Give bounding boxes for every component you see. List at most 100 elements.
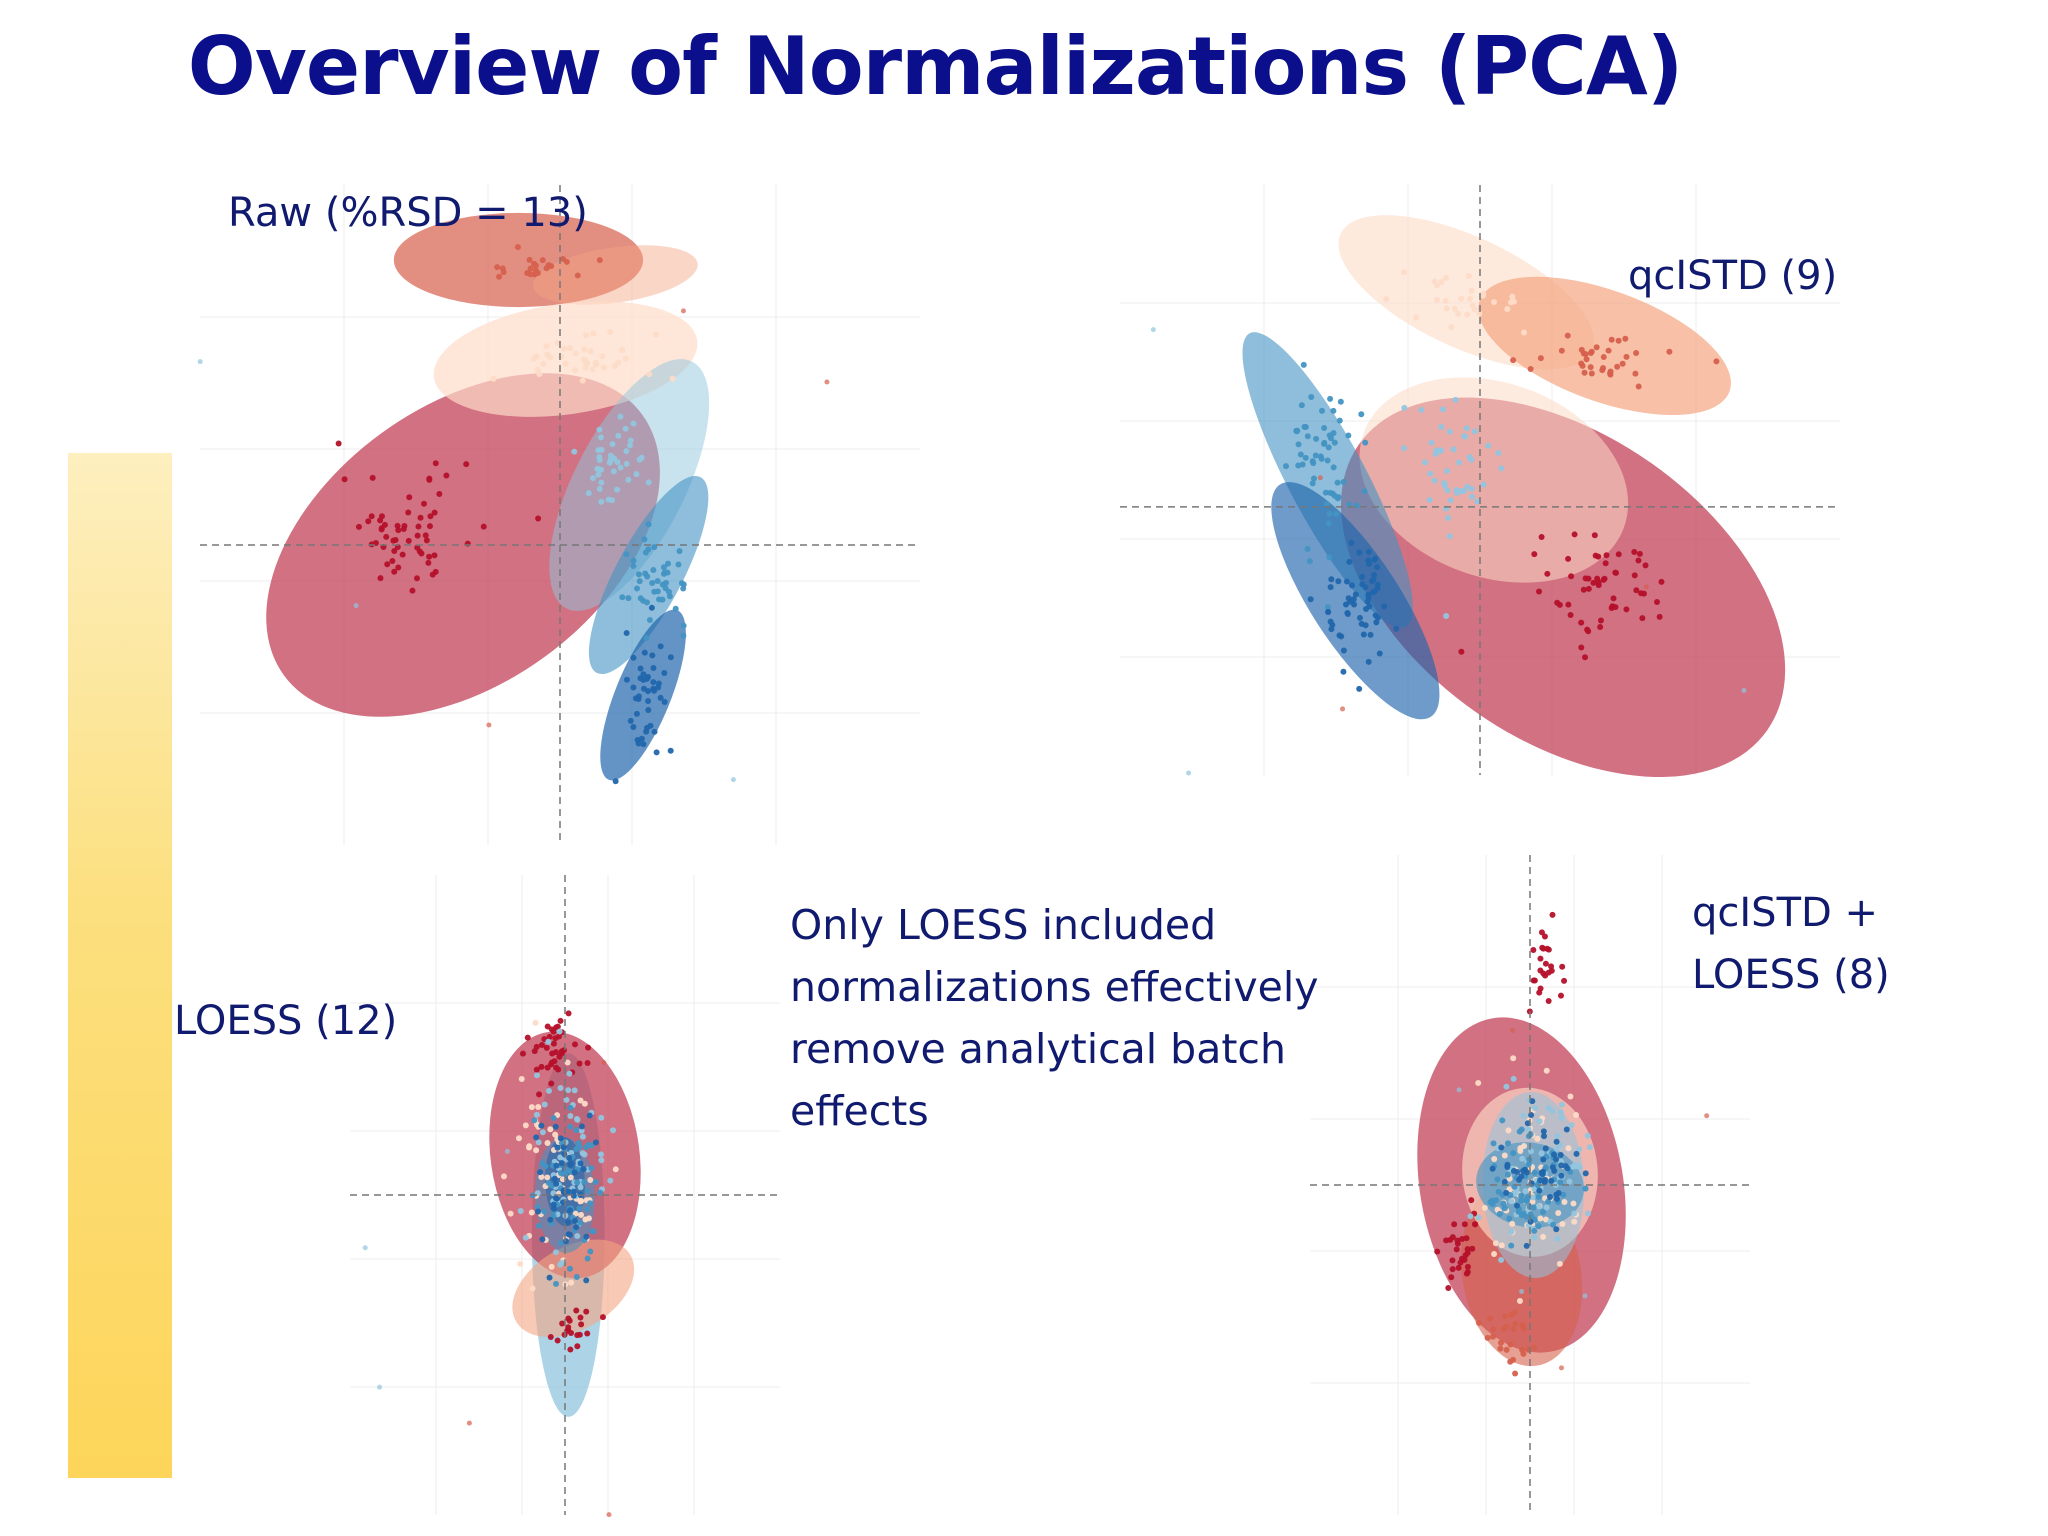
scatter-point [1333,510,1340,517]
scatter-point [541,1208,548,1215]
accent-bar [68,453,172,1478]
scatter-point [1537,1177,1544,1184]
scatter-point [1374,581,1381,588]
scatter-point [1343,578,1350,585]
scatter-point [1373,564,1380,571]
scatter-point [680,622,687,629]
scatter-point [626,442,633,449]
scatter-point [1349,582,1356,589]
scatter-point [1475,1214,1482,1221]
scatter-point [623,676,630,683]
scatter-point [1570,1200,1577,1207]
scatter-point [653,331,660,338]
scatter-point [1453,487,1460,494]
scatter-point [1571,531,1578,538]
scatter-point [526,256,533,263]
scatter-point [1300,361,1307,368]
scatter-point [1603,552,1610,559]
scatter-point [1588,348,1595,355]
scatter-point [405,509,412,516]
scatter-point [1505,1127,1512,1134]
scatter-point [646,371,653,378]
scatter-point [1656,613,1663,620]
scatter-point [1317,475,1323,481]
scatter-point [1495,450,1502,457]
scatter-point [1313,435,1320,442]
scatter-point [1356,549,1363,556]
scatter-point [1491,1156,1498,1163]
scatter-point [1323,501,1330,508]
scatter-point [607,328,614,335]
scatter-point [553,1195,560,1202]
scatter-point [413,575,420,582]
scatter-point [1581,369,1588,376]
scatter-point [538,1041,545,1048]
scatter-point [583,1308,590,1315]
scatter-point [1413,314,1420,321]
scatter-point [369,474,376,481]
scatter-point [1499,1117,1506,1124]
scatter-point [1321,440,1328,447]
scatter-point [1531,1234,1538,1241]
scatter-point [1489,1201,1496,1208]
scatter-point [1434,282,1441,289]
scatter-point [635,693,642,700]
pca-plot-qcistd [1120,185,1840,778]
scatter-point [534,1203,541,1210]
scatter-point [592,359,599,366]
scatter-point [1631,548,1638,555]
scatter-point [1461,1221,1468,1228]
scatter-point [541,1101,548,1108]
scatter-point [518,1075,525,1082]
scatter-point [610,1127,617,1134]
scatter-point [680,581,687,588]
scatter-point [578,1211,585,1218]
scatter-point [480,523,487,530]
scatter-point [545,1038,552,1045]
scatter-point [574,1116,581,1123]
scatter-point [1329,621,1336,628]
scatter-point [597,434,604,441]
scatter-point [1421,459,1428,466]
scatter-point [1642,562,1649,569]
confidence-ellipse [1478,276,1731,416]
scatter-point [1438,278,1445,285]
scatter-point [1356,614,1363,621]
scatter-point [646,617,653,624]
scatter-point [427,513,434,520]
scatter-point [1496,1210,1503,1217]
scatter-point [666,593,673,600]
scatter-point [557,1261,564,1268]
scatter-point [526,1144,533,1151]
scatter-point [1522,1188,1529,1195]
scatter-point [391,548,398,555]
scatter-point [574,1343,581,1350]
scatter-point [1507,1358,1514,1365]
scatter-point [542,1163,549,1170]
plot-label-qcistd-loess-line2: LOESS (8) [1692,952,1890,998]
scatter-point [657,643,664,650]
scatter-point [592,1179,599,1186]
scatter-point [1653,599,1660,606]
scatter-point [1401,404,1408,411]
scatter-point [1503,1083,1510,1090]
plot-label-raw: Raw (%RSD = 13) [228,190,588,236]
scatter-point [1319,407,1326,414]
scatter-point [583,332,590,339]
scatter-point [1531,1227,1538,1234]
scatter-point [641,536,648,543]
scatter-point [1490,299,1497,306]
scatter-point [535,515,542,522]
confidence-ellipse [393,212,644,308]
scatter-point [423,537,430,544]
scatter-point [1544,570,1551,577]
scatter-point [530,355,537,362]
scatter-point [574,1233,581,1240]
scatter-point [585,1215,592,1222]
scatter-point [633,710,640,717]
scatter-point [1438,423,1445,430]
scatter-point [377,1384,383,1390]
scatter-point [1565,1145,1572,1152]
scatter-point [1578,619,1585,626]
scatter-point [1330,464,1337,471]
